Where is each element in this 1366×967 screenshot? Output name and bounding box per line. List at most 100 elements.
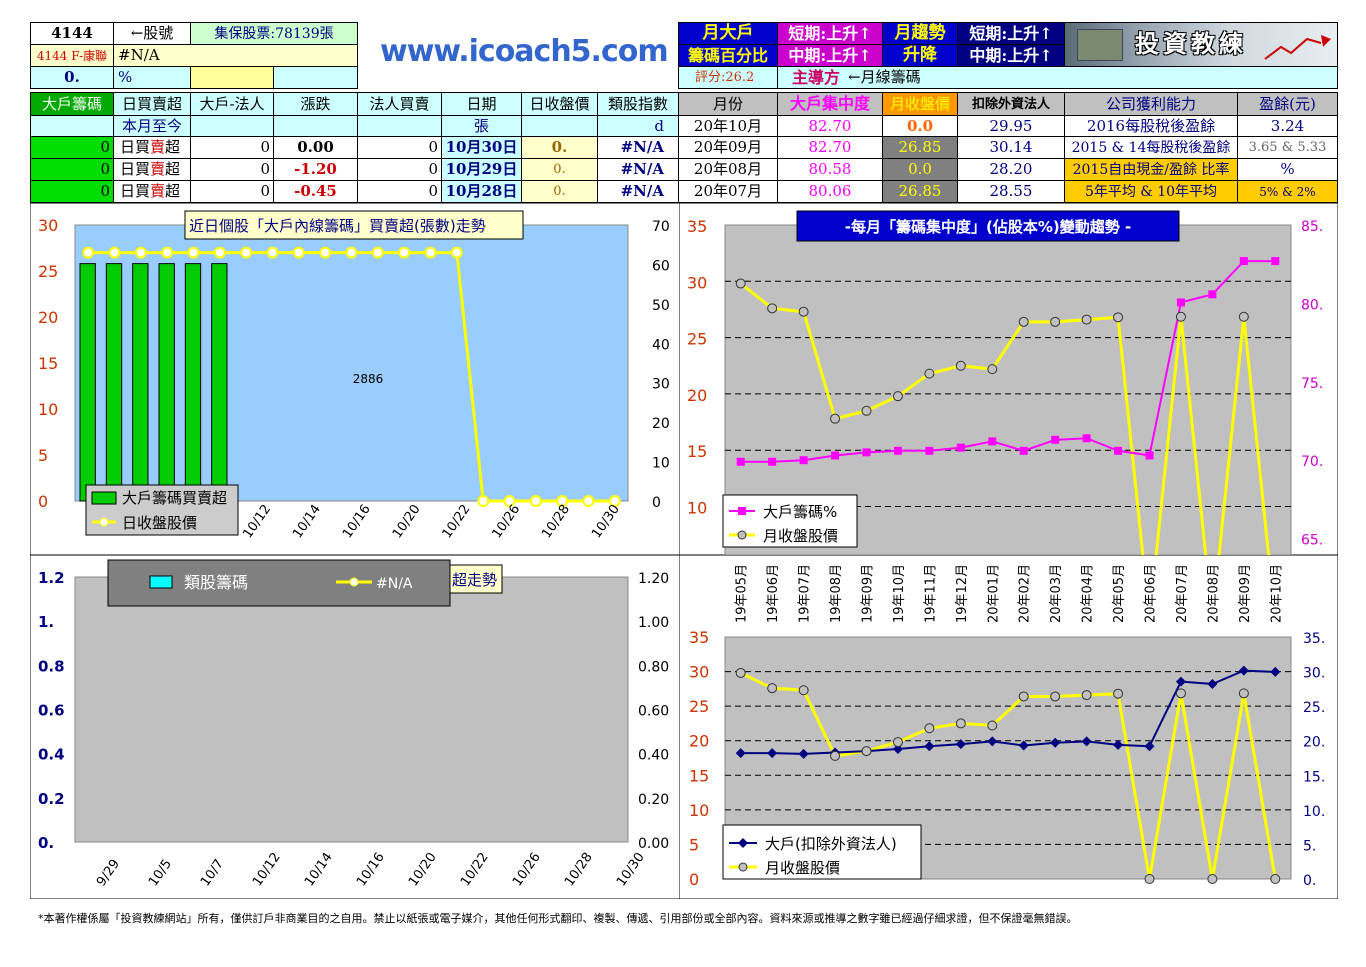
- chart2-legend-conc: 大戶籌碼%: [763, 503, 837, 521]
- copyright-footer: *本著作權係屬「投資教練網站」所有，僅供訂戶非商業目的之自用。禁止以紙張或電子媒…: [38, 912, 1078, 925]
- chart2-title-box: [796, 210, 1180, 242]
- row2-type: 日買賣超: [113, 158, 191, 181]
- chart4-x-tick: 19年11月: [923, 564, 938, 623]
- profit-value-1: 3.24: [1237, 115, 1338, 137]
- chart2-title: -每月「籌碼集中度」(佔股本%)變動趨勢 -: [845, 218, 1131, 236]
- stock-na: #N/A: [113, 44, 358, 67]
- chart4-holder-point: [798, 748, 809, 759]
- custody-shares: 集保股票:78139張: [190, 22, 358, 45]
- chart4-holder-point: [1270, 666, 1281, 677]
- chart3-plot-area: [74, 576, 629, 843]
- row1-type-mid: 賣: [150, 138, 166, 156]
- rt-conc-3: 80.58: [777, 158, 883, 181]
- chart2-price-point: [892, 391, 903, 402]
- chart4-legend: [722, 824, 922, 880]
- chart4-price-point: [924, 723, 935, 734]
- chart2-price-point: [861, 405, 872, 416]
- chart4-x-tick: 19年06月: [766, 564, 781, 623]
- month-trend-label: 月趨勢: [882, 22, 958, 45]
- chart1-price-point: [266, 246, 279, 259]
- chart4-holder-point: [767, 748, 778, 759]
- chart4-yleft-tick: 10: [689, 801, 709, 820]
- chart2-conc-point: [1082, 434, 1091, 443]
- month-big-label: 月大戶: [678, 22, 778, 45]
- hdr-earnings: 盈餘(元): [1237, 92, 1338, 116]
- chart2-legend-swatch-conc-dot: [738, 507, 746, 515]
- chart4-holder-point: [1238, 665, 1249, 676]
- profit-value-4: 5% & 2%: [1237, 180, 1338, 203]
- chart1-price-point: [82, 246, 95, 259]
- chart1-yleft-tick: 20: [38, 308, 58, 327]
- chart2-price-point: [1081, 314, 1092, 325]
- chart2-legend: [722, 494, 858, 548]
- row3-close: 0.: [521, 180, 598, 203]
- hdr-month-close: 月收盤價: [882, 92, 958, 116]
- hdr-big-minus-inst: 大戶-法人: [190, 92, 274, 116]
- rt-excl-4: 28.55: [957, 180, 1065, 203]
- chart3-legend-sector: 類股籌碼: [184, 573, 248, 592]
- chart2-conc-point: [1239, 257, 1248, 266]
- chart1-price-point: [240, 246, 253, 259]
- chart4-price-point: [1081, 690, 1092, 701]
- chart2-legend-price: 月收盤股價: [763, 527, 838, 545]
- chart4-x-tick: 20年02月: [1018, 564, 1033, 623]
- row1-inst: 0: [357, 136, 442, 159]
- chart4-price-line: [740, 671, 1277, 880]
- hdr-profitability: 公司獲利能力: [1064, 92, 1238, 116]
- rt-conc-4: 80.06: [777, 180, 883, 203]
- chart4-holder-point: [924, 741, 935, 752]
- chart1-price-point: [529, 495, 542, 507]
- rt-close-3: 0.0: [882, 158, 958, 181]
- rt-month-3: 20年08月: [678, 158, 778, 181]
- chart1-price-point: [477, 495, 490, 507]
- row0-label: 本月至今: [113, 115, 191, 137]
- chart2-price-point: [987, 364, 998, 375]
- hdr-big-chip: 大戶籌碼: [30, 92, 114, 116]
- chart3-legend-na: #N/A: [376, 576, 413, 592]
- chart2-yright-tick: 70.: [1301, 454, 1323, 470]
- hdr-excl-foreign: 扣除外資法人: [957, 92, 1065, 116]
- chart2-yleft-tick: 15: [687, 442, 707, 461]
- chart1-legend-swatch-bar: [91, 491, 117, 505]
- chart2-conc-point: [799, 456, 808, 465]
- chart4-holder-point: [955, 739, 966, 750]
- chart1-bar: [132, 263, 149, 502]
- up-down-label: 升降: [882, 44, 958, 67]
- chart2-price-point: [1238, 311, 1249, 322]
- chart2-price-line: [739, 282, 1271, 555]
- chart1-bar: [105, 263, 123, 502]
- chart4-price-point: [1175, 688, 1186, 699]
- chart1-yleft-tick: 5: [38, 446, 48, 465]
- chart1-price-point: [398, 246, 411, 259]
- chart1-yleft-tick: 30: [38, 216, 58, 235]
- chart1-price-point: [371, 246, 384, 259]
- chart2-conc-point: [1114, 446, 1123, 455]
- row0-c5: [357, 115, 442, 137]
- row3-date: 10月28日: [441, 180, 522, 203]
- row3-index: #N/A: [597, 180, 679, 203]
- chart2-conc-point: [1145, 451, 1154, 460]
- chart1-bar: [158, 263, 175, 502]
- chart4-price-point: [1238, 688, 1249, 699]
- chart4-price-point: [987, 720, 998, 731]
- row1-close: 0.: [521, 136, 598, 159]
- chart2-conc-point: [988, 437, 997, 446]
- chart2-conc-point: [768, 457, 777, 466]
- chart1-yleft-tick: 10: [38, 400, 58, 419]
- chart1-legend-price: 日收盤股價: [122, 514, 197, 532]
- chart4-holder-point: [1018, 740, 1029, 751]
- row2-close: 0.: [521, 158, 598, 181]
- row2-inst: 0: [357, 158, 442, 181]
- chart4-yleft-tick: 25: [689, 697, 709, 716]
- chart3-yleft-tick: 1.: [38, 613, 54, 631]
- chart4-yleft-tick: 30: [689, 663, 709, 682]
- sector-chip-chart: 1.2 1. 0.8 0.6 0.4 0.2 0. 1.20 1.00 0.80 0.60 0.40 0…: [30, 555, 680, 899]
- blank-yellow-1: [190, 66, 274, 89]
- website-link[interactable]: www.icoach5.com: [380, 34, 669, 69]
- chart4-yright-tick: 20.: [1303, 735, 1325, 751]
- chart2-yright-tick: 80.: [1301, 297, 1323, 313]
- chart4-x-tick: 19年12月: [955, 564, 970, 623]
- chart4-x-tick: 20年10月: [1269, 564, 1284, 623]
- chart1-plot-area: [74, 224, 629, 502]
- chart1-yleft-tick: 15: [38, 354, 58, 373]
